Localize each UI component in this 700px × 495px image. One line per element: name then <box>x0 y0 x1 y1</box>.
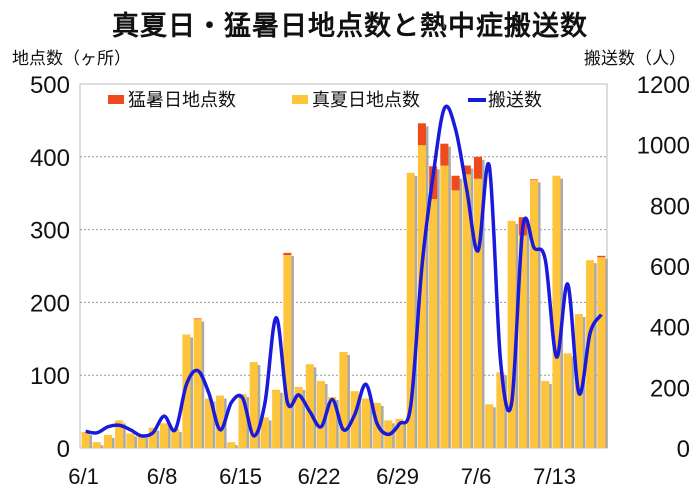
right-tick-label: 0 <box>677 436 690 463</box>
bar-manatsubi <box>216 395 225 448</box>
bar-manatsubi <box>272 389 281 448</box>
bar-manatsubi <box>148 427 157 448</box>
bar-manatsubi <box>530 180 539 448</box>
bar-manatsubi <box>193 319 202 448</box>
left-tick-label: 200 <box>30 290 70 317</box>
bar-manatsubi <box>541 381 550 448</box>
bar-moshobi <box>530 179 539 181</box>
bar-manatsubi <box>563 353 572 448</box>
right-tick-label: 1000 <box>637 133 690 160</box>
bar-manatsubi <box>204 398 213 448</box>
bar-manatsubi <box>440 165 449 448</box>
bar-moshobi <box>473 156 483 179</box>
bar-manatsubi <box>586 260 595 448</box>
x-tick-label: 7/13 <box>533 464 576 489</box>
bar-manatsubi <box>552 175 561 448</box>
x-tick-label: 7/6 <box>461 464 492 489</box>
bar-manatsubi <box>406 172 415 449</box>
x-tick-label: 6/1 <box>68 464 99 489</box>
right-tick-label: 400 <box>650 315 690 342</box>
bar-manatsubi <box>171 429 180 448</box>
left-tick-label: 500 <box>30 72 70 99</box>
left-tick-label: 400 <box>30 145 70 172</box>
bar-manatsubi <box>81 431 90 448</box>
legend-swatch <box>292 95 308 104</box>
right-axis-title: 搬送数（人） <box>584 49 686 69</box>
bar-manatsubi <box>417 145 426 449</box>
bar-manatsubi <box>227 442 236 448</box>
legend-swatch <box>108 95 124 104</box>
bar-moshobi <box>462 165 471 175</box>
left-tick-label: 0 <box>57 436 70 463</box>
bar-manatsubi <box>395 418 404 448</box>
bar-manatsubi <box>126 433 135 448</box>
bar-manatsubi <box>103 434 112 448</box>
bar-manatsubi <box>361 398 370 448</box>
bar-manatsubi <box>429 199 438 448</box>
bar-manatsubi <box>159 423 169 448</box>
right-tick-label: 1200 <box>637 72 690 99</box>
bar-manatsubi <box>518 235 527 448</box>
chart-title: 真夏日・猛暑日地点数と熱中症搬送数 <box>112 11 588 42</box>
bar-manatsubi <box>597 257 606 448</box>
bar-manatsubi <box>294 386 303 448</box>
legend-label: 真夏日地点数 <box>312 90 420 111</box>
legend-label: 猛暑日地点数 <box>128 90 236 111</box>
bar-manatsubi <box>249 362 258 448</box>
bar-moshobi <box>283 252 292 256</box>
bar-manatsubi <box>462 174 471 448</box>
bar-manatsubi <box>115 420 124 448</box>
right-tick-label: 800 <box>650 193 690 220</box>
bar-manatsubi <box>305 364 314 448</box>
bar-manatsubi <box>496 372 505 448</box>
bar-manatsubi <box>137 434 146 448</box>
left-tick-label: 100 <box>30 363 70 390</box>
bar-manatsubi <box>485 404 494 448</box>
bar-moshobi <box>417 123 426 146</box>
bar-moshobi <box>440 143 449 166</box>
bar-manatsubi <box>328 397 337 448</box>
bar-manatsubi <box>182 334 191 448</box>
bar-manatsubi <box>350 391 359 448</box>
x-tick-label: 6/22 <box>298 464 341 489</box>
bar-manatsubi <box>473 178 483 448</box>
bar-moshobi <box>597 255 606 258</box>
bar-manatsubi <box>451 190 460 448</box>
bar-manatsubi <box>92 442 101 448</box>
x-tick-label: 6/15 <box>219 464 262 489</box>
bar-manatsubi <box>507 220 516 448</box>
left-tick-label: 300 <box>30 218 70 245</box>
legend-label: 搬送数 <box>488 90 542 111</box>
right-tick-label: 600 <box>650 254 690 281</box>
x-tick-label: 6/29 <box>376 464 419 489</box>
bar-manatsubi <box>574 314 583 448</box>
bar-manatsubi <box>339 351 348 448</box>
bar-moshobi <box>193 318 202 320</box>
bar-manatsubi <box>283 255 292 448</box>
x-tick-label: 6/8 <box>147 464 178 489</box>
bar-manatsubi <box>238 394 247 448</box>
bar-manatsubi <box>316 381 326 448</box>
transport-line <box>85 104 603 438</box>
bar-manatsubi <box>260 417 269 448</box>
right-tick-label: 200 <box>650 375 690 402</box>
bar-moshobi <box>451 175 460 191</box>
left-axis-title: 地点数（ヶ所） <box>12 49 131 69</box>
